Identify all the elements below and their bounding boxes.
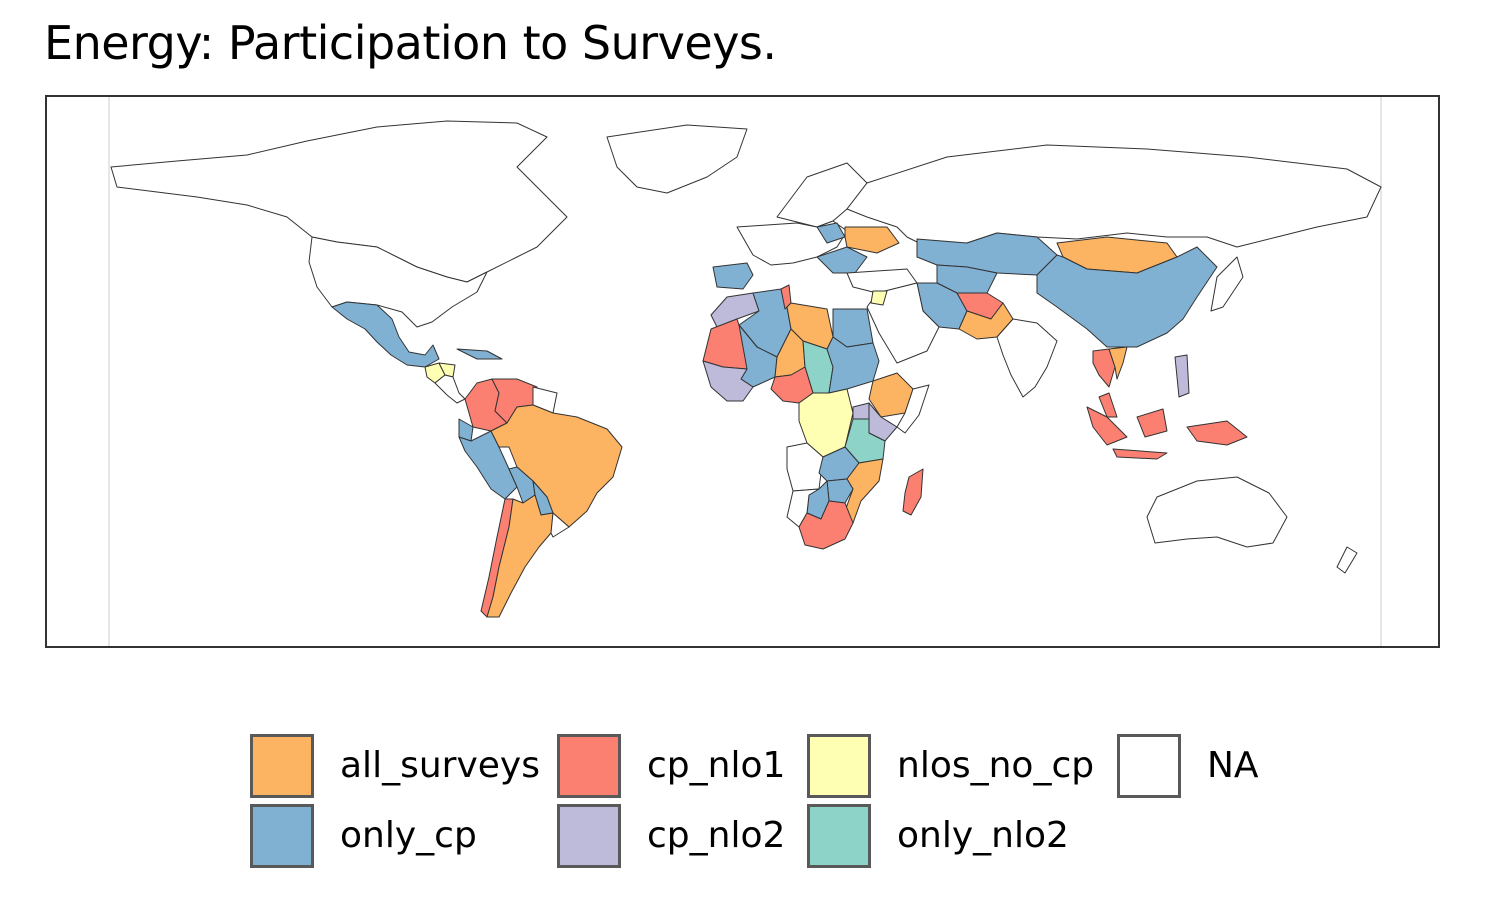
region-russia <box>846 144 1382 248</box>
map-legend: all_surveys only_cp cp_nlo1 cp_nlo2 nlos… <box>250 732 1310 872</box>
region-somalia <box>896 384 930 434</box>
legend-item-only-nlo2: only_nlo2 <box>807 802 1069 870</box>
legend-item-cp-nlo1: cp_nlo1 <box>557 732 785 800</box>
legend-swatch-nlos-no-cp <box>807 734 871 798</box>
region-balkans <box>816 246 868 274</box>
map-panel <box>45 95 1440 648</box>
legend-item-only-cp: only_cp <box>250 802 477 870</box>
region-uruguay <box>550 512 570 538</box>
legend-item-na: NA <box>1117 732 1259 800</box>
legend-swatch-cp-nlo1 <box>557 734 621 798</box>
chart-title: Energy: Participation to Surveys. <box>44 16 777 70</box>
region-usa <box>308 236 488 328</box>
region-spain[interactable] <box>712 262 754 290</box>
legend-label-cp-nlo1: cp_nlo1 <box>647 745 786 786</box>
region-sudan[interactable] <box>826 336 880 394</box>
legend-label-nlos-no-cp: nlos_no_cp <box>897 745 1095 786</box>
region-mexico[interactable] <box>331 301 440 368</box>
region-new-zealand <box>1336 546 1358 574</box>
legend-item-cp-nlo2: cp_nlo2 <box>557 802 785 870</box>
legend-swatch-na <box>1117 734 1181 798</box>
region-madagascar[interactable] <box>902 468 924 516</box>
region-malaysia[interactable] <box>1098 392 1118 418</box>
legend-swatch-only-nlo2 <box>807 804 871 868</box>
region-west-africa <box>702 360 754 402</box>
region-canada <box>110 120 568 283</box>
region-central-am <box>434 374 466 404</box>
legend-swatch-only-cp <box>250 804 314 868</box>
legend-item-nlos-no-cp: nlos_no_cp <box>807 732 1094 800</box>
region-argentina[interactable] <box>486 494 554 618</box>
region-greenland <box>606 124 748 194</box>
world-map <box>108 97 1382 646</box>
region-china[interactable] <box>1036 246 1218 348</box>
legend-item-all-surveys: all_surveys <box>250 732 540 800</box>
region-indonesia[interactable] <box>1086 406 1248 460</box>
region-west-europe <box>736 220 848 266</box>
region-uganda[interactable] <box>852 402 870 420</box>
legend-label-only-cp: only_cp <box>340 815 477 856</box>
region-philippines[interactable] <box>1174 354 1190 398</box>
region-india <box>996 318 1058 398</box>
region-arabia <box>866 282 940 364</box>
legend-label-all-surveys: all_surveys <box>340 745 540 786</box>
legend-label-na: NA <box>1207 745 1259 786</box>
region-south-africa[interactable] <box>798 500 854 550</box>
legend-swatch-all-surveys <box>250 734 314 798</box>
region-vietnam[interactable] <box>1108 346 1128 380</box>
region-cuba <box>456 348 503 360</box>
region-drc[interactable] <box>798 388 854 458</box>
region-jordan[interactable] <box>870 290 888 306</box>
region-japan <box>1210 256 1244 312</box>
region-ukraine[interactable] <box>844 226 900 254</box>
legend-swatch-cp-nlo2 <box>557 804 621 868</box>
legend-label-cp-nlo2: cp_nlo2 <box>647 815 786 856</box>
region-scandinavia <box>776 162 868 228</box>
region-australia <box>1146 476 1288 548</box>
legend-label-only-nlo2: only_nlo2 <box>897 815 1069 856</box>
